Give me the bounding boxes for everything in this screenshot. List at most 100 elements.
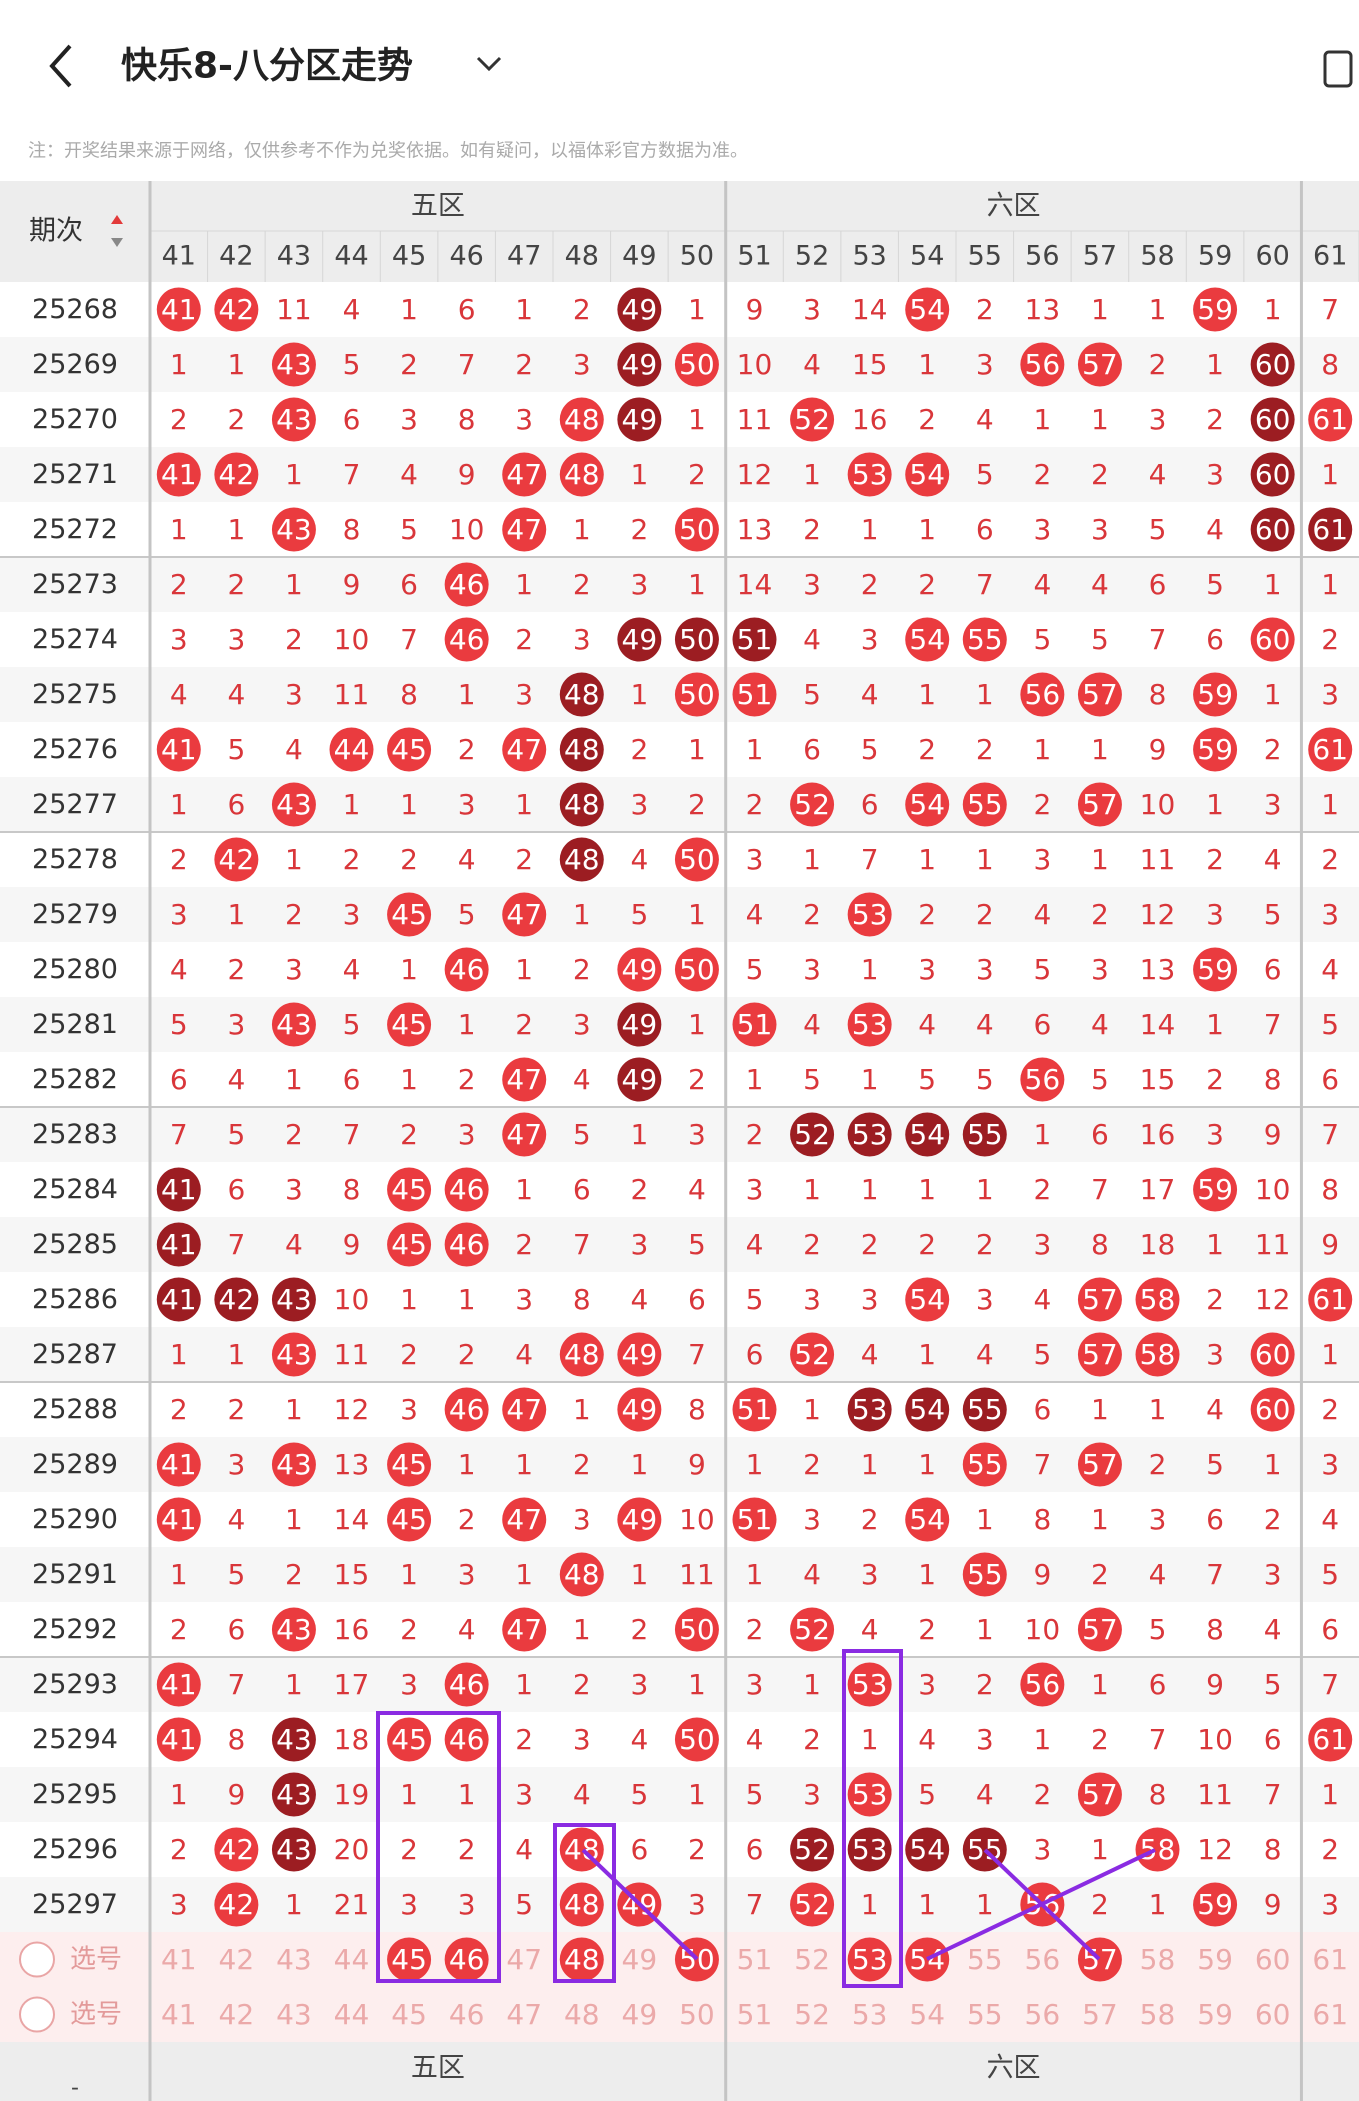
cell-number: 1 <box>170 1778 188 1811</box>
cell-number: 1 <box>861 1173 879 1206</box>
annotations <box>376 1649 1156 1988</box>
cell-number: 8 <box>1091 1228 1109 1261</box>
hit-ball <box>387 1002 432 1047</box>
cell-number: 1 <box>400 1283 418 1316</box>
cell-number: 1 <box>1321 458 1339 491</box>
cell-number: 4 <box>1264 1613 1282 1646</box>
cell-number: 1 <box>400 1558 418 1591</box>
cell-number: 61 <box>1312 733 1348 766</box>
top-right-icon[interactable] <box>1323 50 1353 88</box>
hit-ball <box>444 562 489 607</box>
period: 25282 <box>32 1064 118 1095</box>
cell-number: 5 <box>918 1778 936 1811</box>
cell-number: 1 <box>458 1008 476 1041</box>
cell-number: 2 <box>515 843 533 876</box>
column-header: 53 <box>852 241 886 272</box>
cell-number: 60 <box>1255 1338 1291 1371</box>
cell-number: 2 <box>918 1613 936 1646</box>
hit-ball <box>1193 1882 1238 1927</box>
cell-number: 54 <box>909 788 945 821</box>
period: 25291 <box>32 1559 118 1590</box>
cell-number: 4 <box>1206 1393 1224 1426</box>
cell-number: 60 <box>1255 513 1291 546</box>
cell-number: 7 <box>1091 1173 1109 1206</box>
cell-number: 43 <box>276 1613 312 1646</box>
cell-number: 6 <box>1091 1118 1109 1151</box>
cell-number: 2 <box>170 1393 188 1426</box>
cell-number: 46 <box>449 953 485 986</box>
hit-ball <box>790 397 835 442</box>
cell-number: 2 <box>746 1118 764 1151</box>
cell-number: 3 <box>573 348 591 381</box>
cell-number: 1 <box>515 1448 533 1481</box>
cell-number: 7 <box>1321 1118 1339 1151</box>
cell-number: 15 <box>1140 1063 1176 1096</box>
hit-ball <box>847 1772 892 1817</box>
hit-ball <box>790 1607 835 1652</box>
hit-ball <box>1077 1607 1122 1652</box>
cell-number: 4 <box>861 1338 879 1371</box>
cell-number: 9 <box>1321 1228 1339 1261</box>
back-button[interactable] <box>49 44 72 88</box>
hit-ball <box>559 1552 604 1597</box>
cell-number: 7 <box>458 348 476 381</box>
cell-number: 3 <box>976 1723 994 1756</box>
cell-number: 10 <box>1197 1723 1233 1756</box>
hit-ball <box>962 782 1007 827</box>
dark-ball <box>559 837 604 882</box>
cell-number: 4 <box>861 1613 879 1646</box>
dark-ball <box>962 1112 1007 1157</box>
cell-number: 3 <box>803 1503 821 1536</box>
cell-number: 2 <box>976 733 994 766</box>
cell-number: 45 <box>391 1998 427 2031</box>
pick-toggle[interactable] <box>19 1996 55 2033</box>
column-header: 60 <box>1255 241 1289 272</box>
cell-number: 41 <box>161 1173 197 1206</box>
title-dropdown[interactable] <box>476 56 502 72</box>
column-header: 44 <box>334 241 368 272</box>
cell-number: 43 <box>276 1943 312 1976</box>
cell-number: 1 <box>861 953 879 986</box>
dark-ball <box>790 1112 835 1157</box>
cell-number: 6 <box>1264 1723 1282 1756</box>
column-header: 45 <box>392 241 426 272</box>
cell-number: 4 <box>1149 1558 1167 1591</box>
pick-toggle[interactable] <box>19 1941 55 1978</box>
cell-number: 5 <box>458 898 476 931</box>
dark-ball <box>559 672 604 717</box>
cell-number: 2 <box>1206 843 1224 876</box>
cell-number: 2 <box>1149 348 1167 381</box>
cell-number: 9 <box>1206 1668 1224 1701</box>
cell-number: 53 <box>852 1943 888 1976</box>
row-bg <box>0 777 1359 832</box>
cell-number: 11 <box>334 1338 370 1371</box>
cell-number: 7 <box>343 458 361 491</box>
cell-number: 4 <box>630 843 648 876</box>
cell-number: 43 <box>276 1448 312 1481</box>
cell-number: 45 <box>391 898 427 931</box>
cell-number: 2 <box>918 733 936 766</box>
cell-number: 6 <box>1206 623 1224 656</box>
cell-number: 50 <box>679 348 715 381</box>
row-bg <box>0 392 1359 447</box>
hit-ball <box>444 1662 489 1707</box>
cell-number: 61 <box>1312 513 1348 546</box>
cell-number: 1 <box>573 1613 591 1646</box>
cell-number: 2 <box>688 1063 706 1096</box>
hit-ball <box>1250 1332 1295 1377</box>
cell-number: 47 <box>506 1613 542 1646</box>
cell-number: 5 <box>400 513 418 546</box>
hit-ball <box>271 1332 316 1377</box>
cell-number: 55 <box>967 788 1003 821</box>
cell-number: 13 <box>334 1448 370 1481</box>
cell-number: 8 <box>1149 678 1167 711</box>
cell-number: 10 <box>737 348 773 381</box>
cell-number: 4 <box>227 1063 245 1096</box>
cell-number: 2 <box>285 1558 303 1591</box>
footer-bg <box>0 2042 1359 2101</box>
cell-number: 2 <box>227 568 245 601</box>
hit-ball <box>387 1222 432 1267</box>
dark-ball <box>156 1167 201 1212</box>
cell-number: 1 <box>458 1283 476 1316</box>
cell-number: 2 <box>400 1613 418 1646</box>
